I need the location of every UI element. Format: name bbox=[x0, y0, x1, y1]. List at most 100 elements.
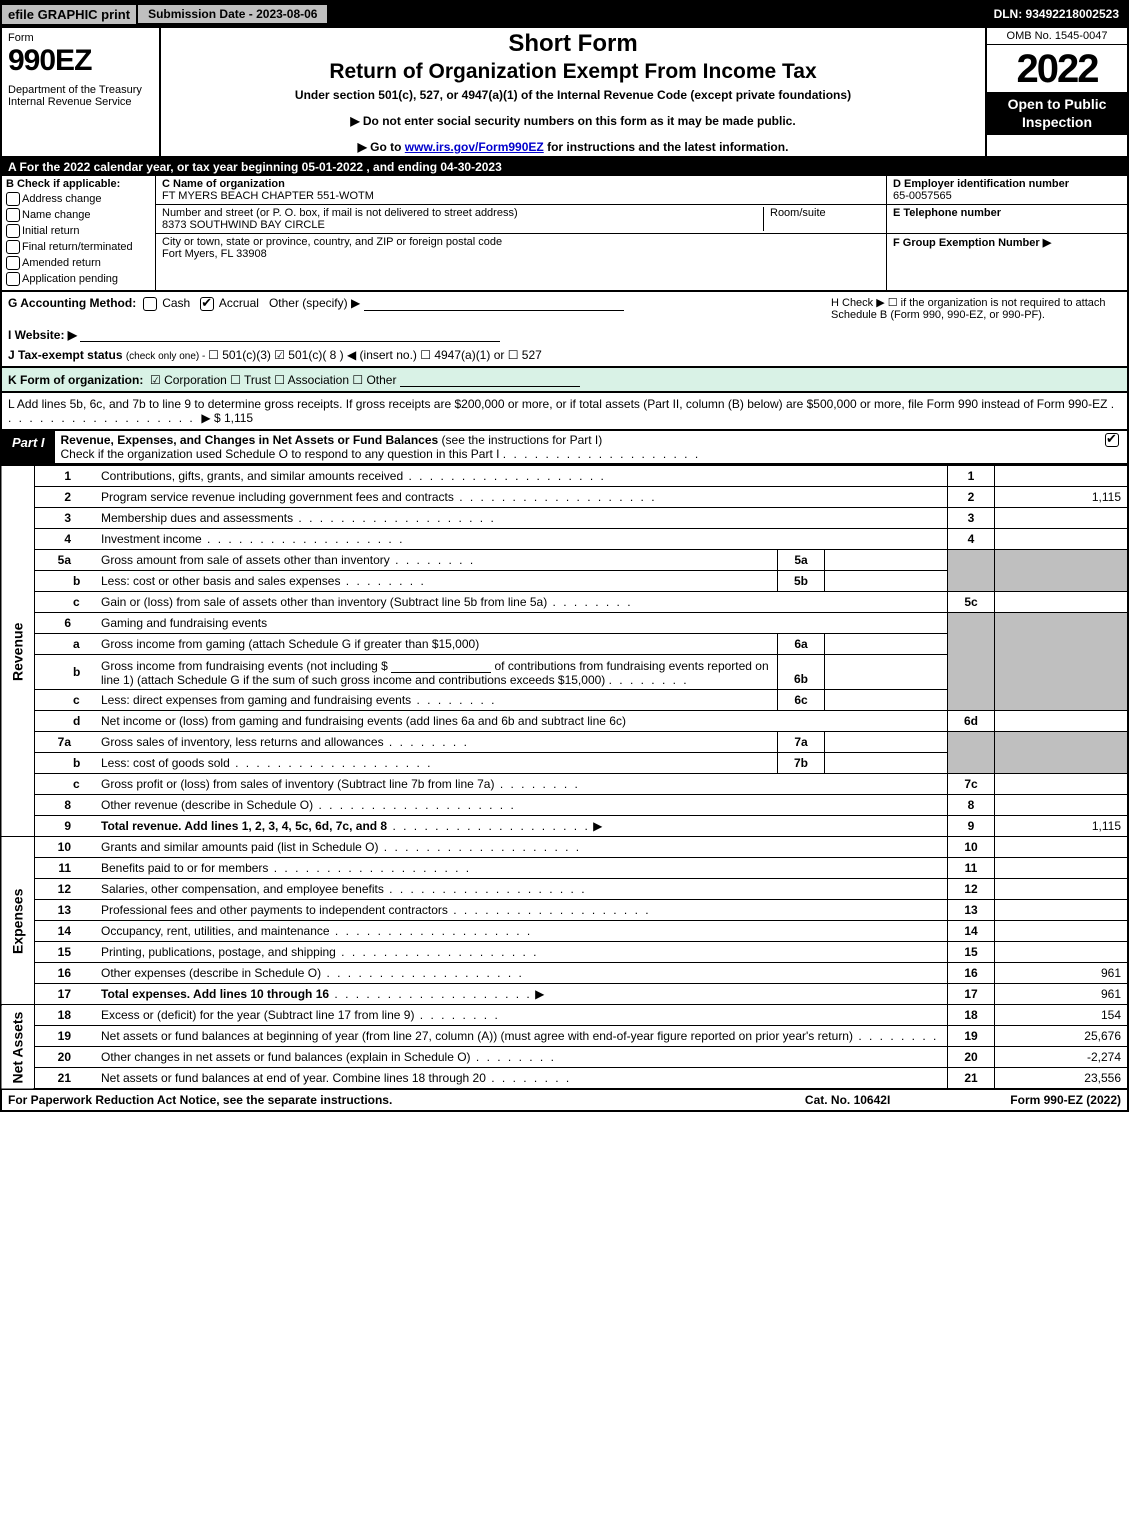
title-return: Return of Organization Exempt From Incom… bbox=[167, 60, 979, 84]
section-i: I Website: ▶ bbox=[8, 327, 823, 342]
line-9-desc: Total revenue. Add lines 1, 2, 3, 4, 5c,… bbox=[101, 819, 387, 833]
row-telephone: E Telephone number bbox=[887, 205, 1127, 234]
line-7c-val bbox=[995, 774, 1129, 795]
chk-schedule-o[interactable] bbox=[1105, 433, 1119, 447]
line-15-desc: Printing, publications, postage, and shi… bbox=[101, 945, 336, 959]
line-17-val: 961 bbox=[995, 984, 1129, 1005]
info-grid: B Check if applicable: Address change Na… bbox=[0, 176, 1129, 292]
telephone-label: E Telephone number bbox=[893, 207, 1121, 219]
line-13-num: 13 bbox=[35, 900, 74, 921]
website-field[interactable] bbox=[80, 327, 500, 342]
line-5c-val bbox=[995, 592, 1129, 613]
line-9-num: 9 bbox=[35, 816, 74, 837]
form-label: Form bbox=[8, 32, 153, 44]
line-1-val bbox=[995, 466, 1129, 487]
open-to-public: Open to Public Inspection bbox=[987, 92, 1127, 135]
irs-link[interactable]: www.irs.gov/Form990EZ bbox=[405, 140, 544, 154]
line-3-val bbox=[995, 508, 1129, 529]
line-14-val bbox=[995, 921, 1129, 942]
footer-form-id: Form 990-EZ (2022) bbox=[1010, 1093, 1121, 1107]
section-l: L Add lines 5b, 6c, and 7b to line 9 to … bbox=[0, 393, 1129, 431]
line-16-ln: 16 bbox=[948, 963, 995, 984]
chk-address-change[interactable]: Address change bbox=[6, 192, 151, 206]
chk-cash[interactable] bbox=[143, 297, 157, 311]
row-city: City or town, state or province, country… bbox=[156, 234, 886, 262]
line-5a-inval bbox=[825, 550, 948, 571]
line-7a-desc: Gross sales of inventory, less returns a… bbox=[101, 735, 384, 749]
g-label: G Accounting Method: bbox=[8, 296, 136, 310]
line-21-desc: Net assets or fund balances at end of ye… bbox=[101, 1071, 486, 1085]
org-name-label: C Name of organization bbox=[162, 178, 880, 190]
line-21-ln: 21 bbox=[948, 1068, 995, 1090]
section-c: C Name of organization FT MYERS BEACH CH… bbox=[156, 176, 886, 290]
chk-name-change[interactable]: Name change bbox=[6, 208, 151, 222]
line-8-num: 8 bbox=[35, 795, 74, 816]
line-6b-num: b bbox=[73, 655, 95, 690]
line-9-val: 1,115 bbox=[995, 816, 1129, 837]
directive-goto: ▶ Go to www.irs.gov/Form990EZ for instru… bbox=[167, 140, 979, 154]
line-4-val bbox=[995, 529, 1129, 550]
line-6c-inval bbox=[825, 690, 948, 711]
line-3-num: 3 bbox=[35, 508, 74, 529]
line-12-desc: Salaries, other compensation, and employ… bbox=[101, 882, 384, 896]
side-revenue: Revenue bbox=[1, 466, 35, 837]
line-2-desc: Program service revenue including govern… bbox=[101, 490, 454, 504]
form-number: 990EZ bbox=[8, 44, 153, 78]
line-5b-in: 5b bbox=[778, 571, 825, 592]
line-10-val bbox=[995, 837, 1129, 858]
chk-amended-return[interactable]: Amended return bbox=[6, 256, 151, 270]
line-18-ln: 18 bbox=[948, 1005, 995, 1026]
section-b: B Check if applicable: Address change Na… bbox=[2, 176, 156, 290]
line-7a-in: 7a bbox=[778, 732, 825, 753]
line-6c-in: 6c bbox=[778, 690, 825, 711]
org-name-value: FT MYERS BEACH CHAPTER 551-WOTM bbox=[162, 190, 880, 202]
line-5b-inval bbox=[825, 571, 948, 592]
line-12-ln: 12 bbox=[948, 879, 995, 900]
side-net-assets: Net Assets bbox=[1, 1005, 35, 1090]
line-2-ln: 2 bbox=[948, 487, 995, 508]
department-label: Department of the Treasury Internal Reve… bbox=[8, 84, 153, 108]
line-14-num: 14 bbox=[35, 921, 74, 942]
line-18-desc: Excess or (deficit) for the year (Subtra… bbox=[101, 1008, 414, 1022]
h-text: H Check ▶ ☐ if the organization is not r… bbox=[831, 296, 1121, 321]
line-6d-desc: Net income or (loss) from gaming and fun… bbox=[101, 714, 626, 728]
chk-initial-return[interactable]: Initial return bbox=[6, 224, 151, 238]
line-5a-num: 5a bbox=[35, 550, 74, 571]
other-specify-field[interactable] bbox=[364, 296, 624, 311]
part-1-title: Revenue, Expenses, and Changes in Net As… bbox=[61, 433, 439, 447]
chk-accrual[interactable] bbox=[200, 297, 214, 311]
chk-final-return[interactable]: Final return/terminated bbox=[6, 240, 151, 254]
line-3-ln: 3 bbox=[948, 508, 995, 529]
section-j: J Tax-exempt status (check only one) - ☐… bbox=[8, 348, 823, 362]
part-1-note: (see the instructions for Part I) bbox=[442, 433, 603, 447]
dln-label: DLN: 93492218002523 bbox=[986, 5, 1127, 23]
chk-application-pending[interactable]: Application pending bbox=[6, 272, 151, 286]
line-15-ln: 15 bbox=[948, 942, 995, 963]
line-16-desc: Other expenses (describe in Schedule O) bbox=[101, 966, 321, 980]
line-20-val: -2,274 bbox=[995, 1047, 1129, 1068]
line-10-ln: 10 bbox=[948, 837, 995, 858]
line-2-val: 1,115 bbox=[995, 487, 1129, 508]
title-short-form: Short Form bbox=[167, 30, 979, 58]
line-19-desc: Net assets or fund balances at beginning… bbox=[101, 1029, 853, 1043]
other-specify-label: Other (specify) ▶ bbox=[269, 296, 360, 310]
line-5a-in: 5a bbox=[778, 550, 825, 571]
subtitle: Under section 501(c), 527, or 4947(a)(1)… bbox=[167, 88, 979, 102]
header-left: Form 990EZ Department of the Treasury In… bbox=[2, 28, 161, 156]
chk-address-change-label: Address change bbox=[22, 193, 102, 205]
efile-print-button[interactable]: efile GRAPHIC print bbox=[2, 5, 138, 24]
l-amount: ▶ $ 1,115 bbox=[201, 411, 253, 425]
page-footer: For Paperwork Reduction Act Notice, see … bbox=[0, 1090, 1129, 1112]
line-6d-ln: 6d bbox=[948, 711, 995, 732]
line-11-val bbox=[995, 858, 1129, 879]
l-text: L Add lines 5b, 6c, and 7b to line 9 to … bbox=[8, 397, 1107, 411]
k-label: K Form of organization: bbox=[8, 373, 143, 387]
line-18-val: 154 bbox=[995, 1005, 1129, 1026]
line-6b-amount-field[interactable] bbox=[391, 658, 491, 673]
omb-number: OMB No. 1545-0047 bbox=[987, 28, 1127, 45]
part-1-title-block: Revenue, Expenses, and Changes in Net As… bbox=[55, 431, 1127, 463]
k-other-field[interactable] bbox=[400, 372, 580, 387]
part-1-header: Part I Revenue, Expenses, and Changes in… bbox=[0, 431, 1129, 465]
line-8-desc: Other revenue (describe in Schedule O) bbox=[101, 798, 313, 812]
footer-paperwork: For Paperwork Reduction Act Notice, see … bbox=[8, 1093, 392, 1107]
